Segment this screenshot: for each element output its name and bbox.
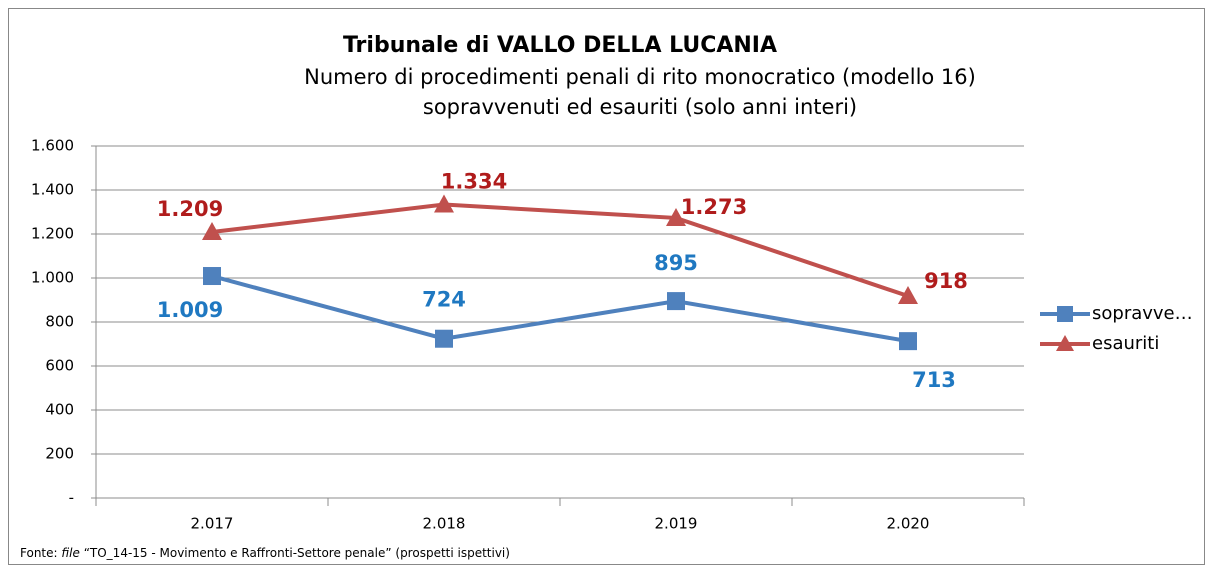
y-tick-label: 400: [45, 401, 74, 419]
y-tick-label: 1.600: [31, 137, 74, 155]
y-tick-label: 1.000: [31, 269, 74, 287]
data-point: [898, 286, 918, 305]
y-tick-label: 600: [45, 357, 74, 375]
y-tick-label: 1.400: [31, 181, 74, 199]
data-label: 918: [924, 269, 968, 293]
data-point: [667, 292, 685, 311]
data-point: [899, 332, 917, 351]
chart-subtitle: sopravvenuti ed esauriti (solo anni inte…: [423, 95, 857, 119]
legend-marker: [1056, 335, 1074, 351]
x-tick-label: 2.020: [887, 515, 930, 533]
data-label: 1.273: [681, 195, 747, 219]
source-note: Fonte: file “TO_14-15 - Movimento e Raff…: [20, 546, 510, 560]
y-tick-label: 200: [45, 445, 74, 463]
data-label: 713: [912, 368, 956, 392]
data-point: [666, 207, 686, 226]
legend-label: esauriti: [1092, 333, 1159, 354]
x-tick-label: 2.019: [655, 515, 698, 533]
source-prefix: Fonte:: [20, 546, 58, 560]
legend-marker: [1057, 306, 1073, 322]
legend-label: sopravve…: [1092, 303, 1193, 324]
chart-title: Tribunale di VALLO DELLA LUCANIA: [343, 33, 777, 58]
data-point: [434, 194, 454, 213]
y-tick-label: -: [69, 489, 74, 507]
series-line: [211, 202, 909, 298]
data-point: [203, 267, 221, 286]
chart-subtitle: Numero di procedimenti penali di rito mo…: [304, 65, 976, 89]
data-point: [202, 222, 222, 241]
source-italic: file: [61, 546, 79, 560]
x-tick-label: 2.018: [423, 515, 466, 533]
data-point: [435, 329, 453, 348]
data-label: 724: [422, 288, 466, 312]
data-label: 895: [654, 251, 698, 275]
y-tick-label: 1.200: [31, 225, 74, 243]
x-tick-label: 2.017: [191, 515, 234, 533]
source-text: “TO_14-15 - Movimento e Raffronti-Settor…: [84, 546, 510, 560]
y-tick-label: 800: [45, 313, 74, 331]
data-label: 1.009: [157, 298, 223, 322]
data-label: 1.209: [157, 197, 223, 221]
series-line: [211, 274, 909, 344]
data-label: 1.334: [441, 170, 507, 194]
chart-frame: [8, 8, 1205, 565]
